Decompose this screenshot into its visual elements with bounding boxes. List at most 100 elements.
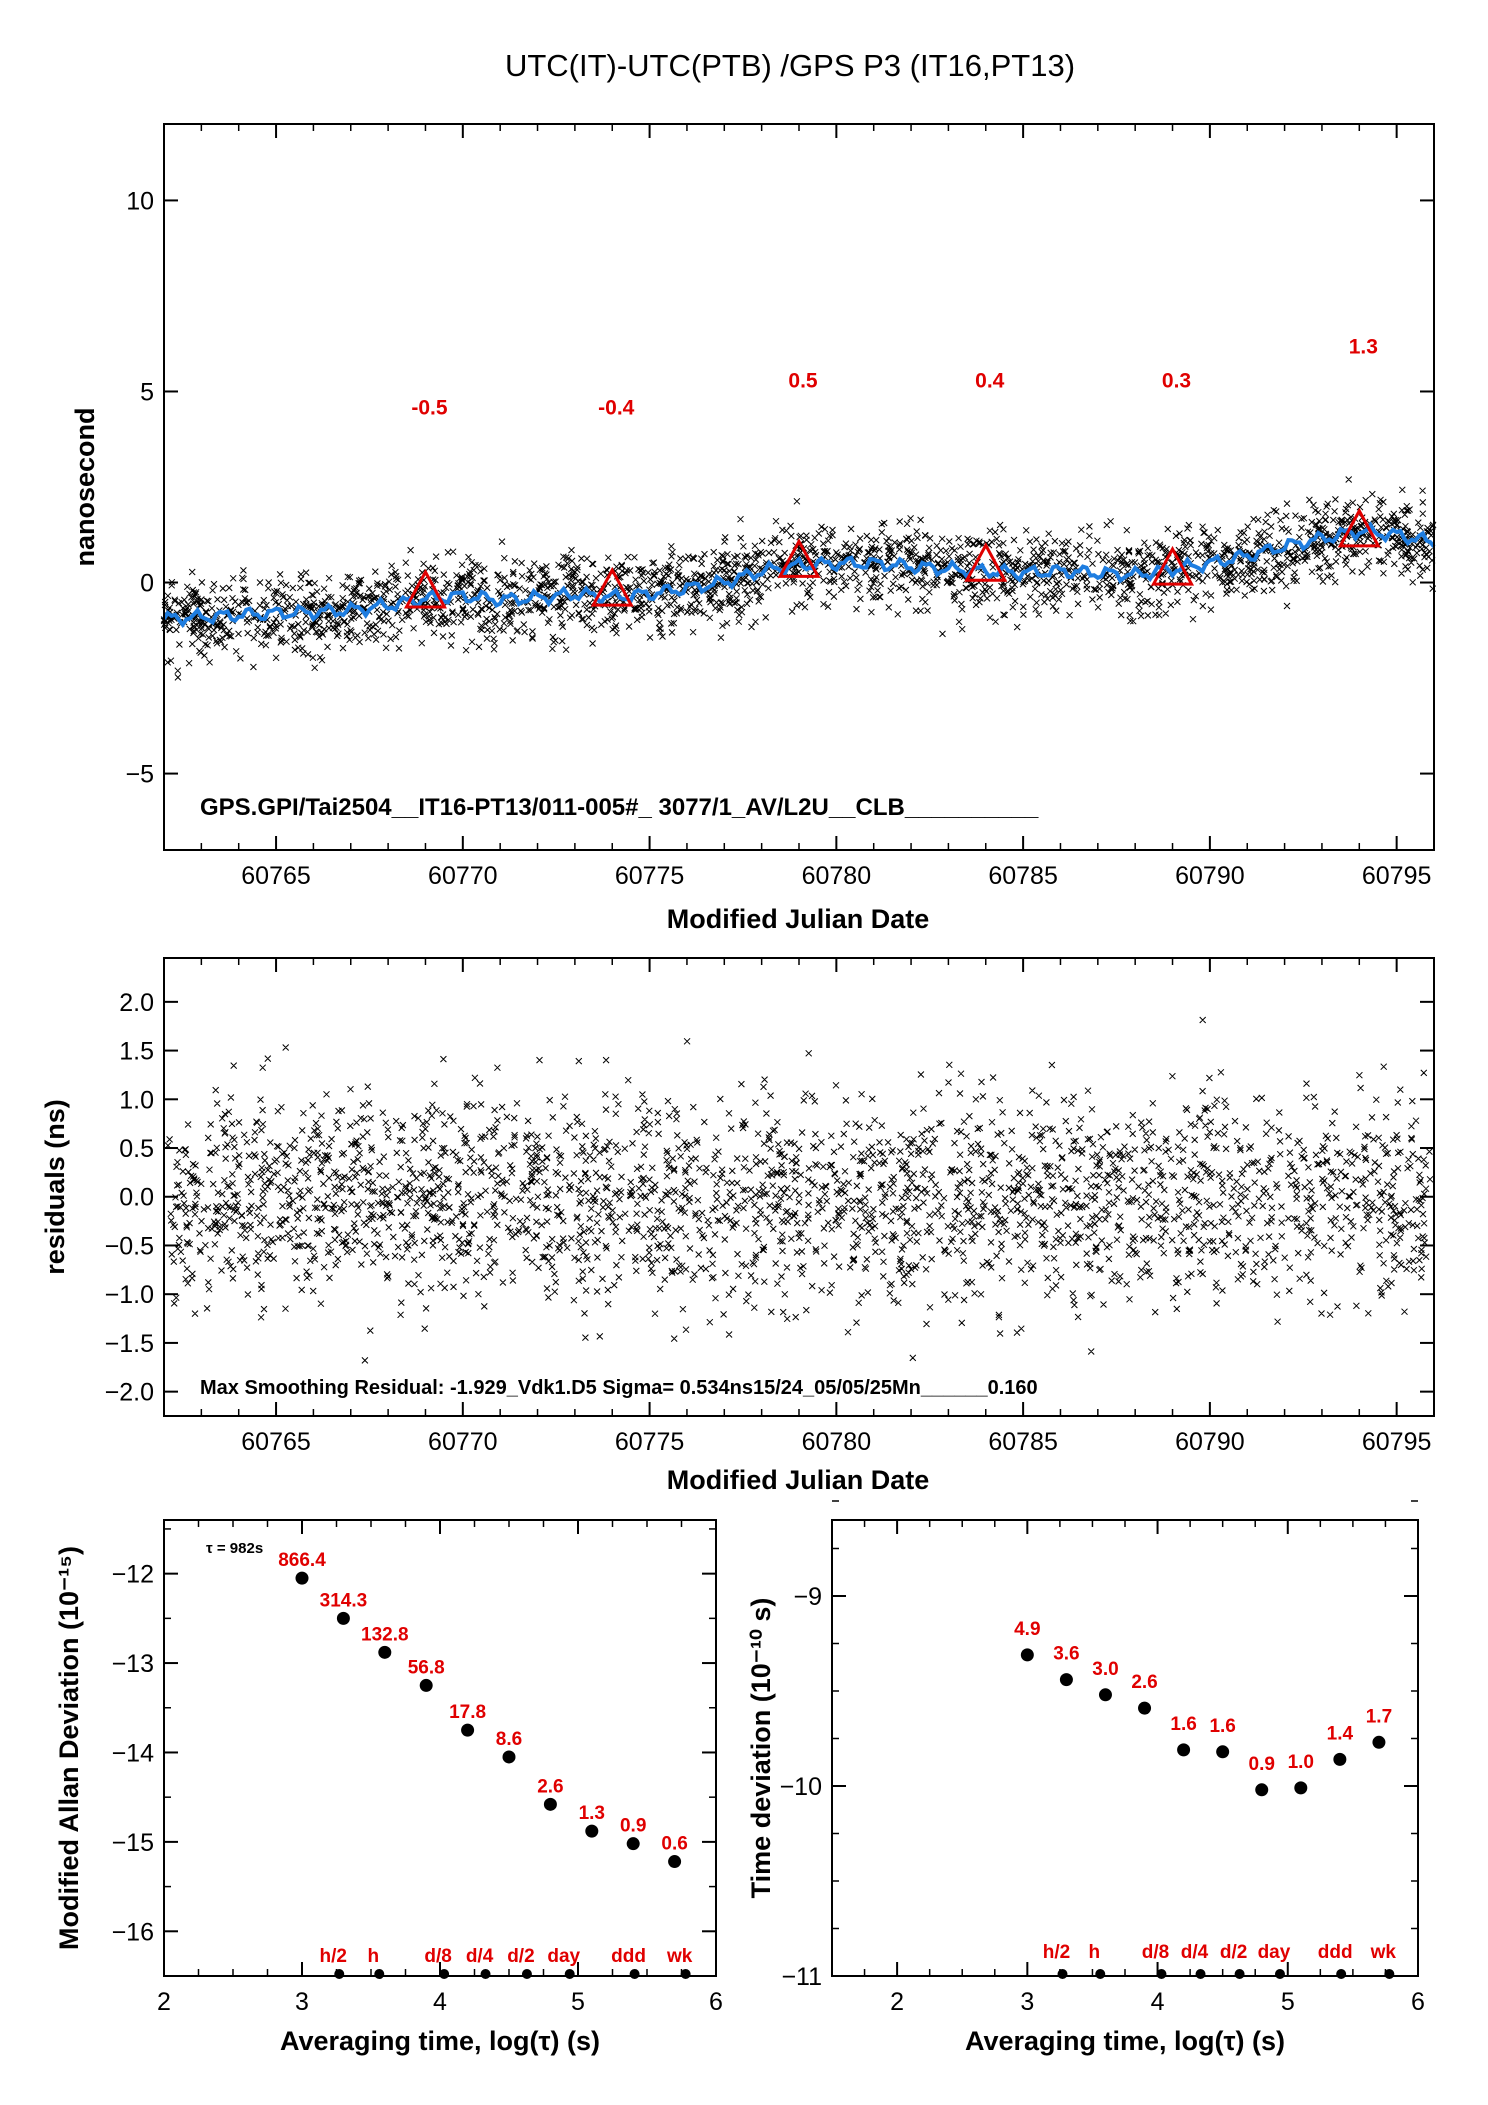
deviation-point [1098, 1688, 1112, 1702]
figure-title: UTC(IT)-UTC(PTB) /GPS P3 (IT16,PT13) [505, 48, 1075, 83]
triangle-label: 0.3 [1162, 370, 1191, 393]
middle-ylabel: residuals (ns) [40, 1099, 70, 1275]
x-tick-label: 5 [571, 1988, 585, 2016]
y-tick-label: 0.0 [119, 1184, 154, 1212]
x-tick-label: 60775 [615, 1428, 685, 1456]
interval-marker [629, 1969, 640, 1979]
x-tick-label: 60790 [1175, 1428, 1245, 1456]
deviation-point [626, 1837, 640, 1851]
deviation-point [1138, 1701, 1152, 1715]
interval-marker [521, 1969, 532, 1979]
deviation-label: 1.0 [1288, 1752, 1314, 1773]
interval-marker [480, 1969, 491, 1979]
deviation-label: 1.3 [579, 1803, 605, 1824]
deviation-point [1216, 1745, 1230, 1759]
x-tick-label: 60785 [988, 1428, 1058, 1456]
y-tick-label: 1.5 [119, 1038, 154, 1066]
interval-label: h [367, 1946, 379, 1967]
deviation-point [502, 1750, 516, 1764]
deviation-point [461, 1723, 475, 1737]
y-tick-label: −13 [112, 1650, 154, 1678]
deviation-label: 0.6 [661, 1834, 687, 1855]
deviation-point [1177, 1743, 1191, 1757]
bottom-left-ylabel: Modified Allan Deviation (10⁻¹⁵) [54, 1546, 84, 1950]
deviation-label: 3.6 [1053, 1644, 1079, 1665]
x-tick-label: 3 [295, 1988, 309, 2016]
y-tick-label: −5 [125, 761, 154, 789]
top-panel: -0.5 -0.4 0.5 0.4 0.3 1.3 60765 60770 60775 6078… [70, 123, 1437, 934]
y-tick-label: 5 [140, 378, 154, 406]
x-tick-label: 2 [157, 1988, 171, 2016]
deviation-label: 4.9 [1014, 1619, 1040, 1640]
triangle-marker [1337, 507, 1381, 548]
bottom-right-xlabel: Averaging time, log(τ) (s) [965, 2026, 1285, 2056]
x-tick-label: 6 [1411, 1988, 1425, 2016]
interval-label: ddd [611, 1946, 646, 1967]
interval-label: d/8 [424, 1946, 451, 1967]
y-tick-label: −16 [112, 1918, 154, 1946]
interval-label: h/2 [1043, 1942, 1070, 1963]
top-annotation: GPS.GPI/Tai2504__IT16-PT13/011-005#_ 307… [200, 794, 1039, 821]
bottom-right-ylabel: Time deviation (10⁻¹⁰ s) [746, 1598, 776, 1899]
deviation-point [585, 1824, 599, 1838]
y-tick-label: 1.0 [119, 1086, 154, 1114]
deviation-point [1372, 1735, 1386, 1749]
x-tick-label: 2 [890, 1988, 904, 2016]
bottom-left-frame [163, 1519, 717, 1977]
deviation-label: 1.6 [1209, 1716, 1235, 1737]
triangle-label: 0.5 [788, 370, 818, 393]
top-ylabel: nanosecond [70, 407, 100, 566]
y-tick-label: −10 [780, 1773, 822, 1801]
triangle-marker [777, 538, 821, 578]
x-tick-label: 4 [433, 1988, 447, 2016]
deviation-point [419, 1678, 433, 1692]
deviation-point [378, 1645, 392, 1659]
x-tick-label: 60780 [802, 862, 872, 890]
triangle-label: -0.5 [411, 396, 448, 419]
x-tick-label: 60795 [1362, 862, 1432, 890]
x-tick-label: 4 [1151, 1988, 1165, 2016]
middle-annotation: Max Smoothing Residual: -1.929_Vdk1.D5 S… [200, 1377, 1038, 1399]
interval-marker [374, 1969, 385, 1979]
interval-marker [1057, 1969, 1068, 1979]
interval-marker [1095, 1969, 1106, 1979]
interval-label: day [1258, 1942, 1291, 1963]
bottom-left-panel: 866.4 314.3 132.8 56.8 17.8 8.6 2.6 1.3 0.9 0.6 h/… [54, 1519, 723, 2056]
x-tick-label: 60790 [1175, 862, 1245, 890]
x-tick-label: 6 [709, 1988, 723, 2016]
top-smooth-curve [162, 521, 1436, 629]
deviation-label: 8.6 [496, 1729, 522, 1750]
interval-label: wk [666, 1946, 693, 1967]
deviation-label: 1.4 [1327, 1723, 1354, 1744]
interval-label: h/2 [320, 1946, 347, 1967]
deviation-label: 17.8 [449, 1702, 486, 1723]
deviation-point [668, 1855, 682, 1869]
deviation-label: 314.3 [320, 1590, 368, 1611]
triangle-label: -0.4 [598, 396, 635, 419]
deviation-point [295, 1571, 309, 1585]
bottom-right-panel: 4.9 3.6 3.0 2.6 1.6 1.6 0.9 1.0 1.4 1.7 h/2 h d/8 d/4… [746, 1500, 1425, 2056]
y-tick-label: 10 [126, 187, 154, 215]
x-tick-label: 60765 [241, 862, 311, 890]
y-tick-label: −2.0 [105, 1379, 154, 1407]
triangle-marker [964, 542, 1008, 582]
interval-label: d/2 [1220, 1942, 1247, 1963]
interval-marker [1336, 1969, 1347, 1979]
interval-label: h [1088, 1942, 1100, 1963]
triangle-marker [1151, 545, 1195, 586]
deviation-label: 866.4 [278, 1550, 326, 1571]
x-tick-label: 60770 [428, 862, 498, 890]
bottom-left-xlabel: Averaging time, log(τ) (s) [280, 2026, 600, 2056]
interval-marker [564, 1969, 575, 1979]
deviation-point [1333, 1752, 1347, 1766]
interval-marker [1195, 1969, 1206, 1979]
residual-points [164, 1016, 1434, 1364]
top-panel-frame [163, 123, 1435, 851]
deviation-point [1255, 1783, 1269, 1797]
y-tick-label: −1.0 [105, 1281, 154, 1309]
deviation-point [336, 1611, 350, 1625]
y-tick-label: −12 [112, 1561, 154, 1589]
deviation-point [1059, 1673, 1073, 1687]
deviation-point [1020, 1648, 1034, 1662]
